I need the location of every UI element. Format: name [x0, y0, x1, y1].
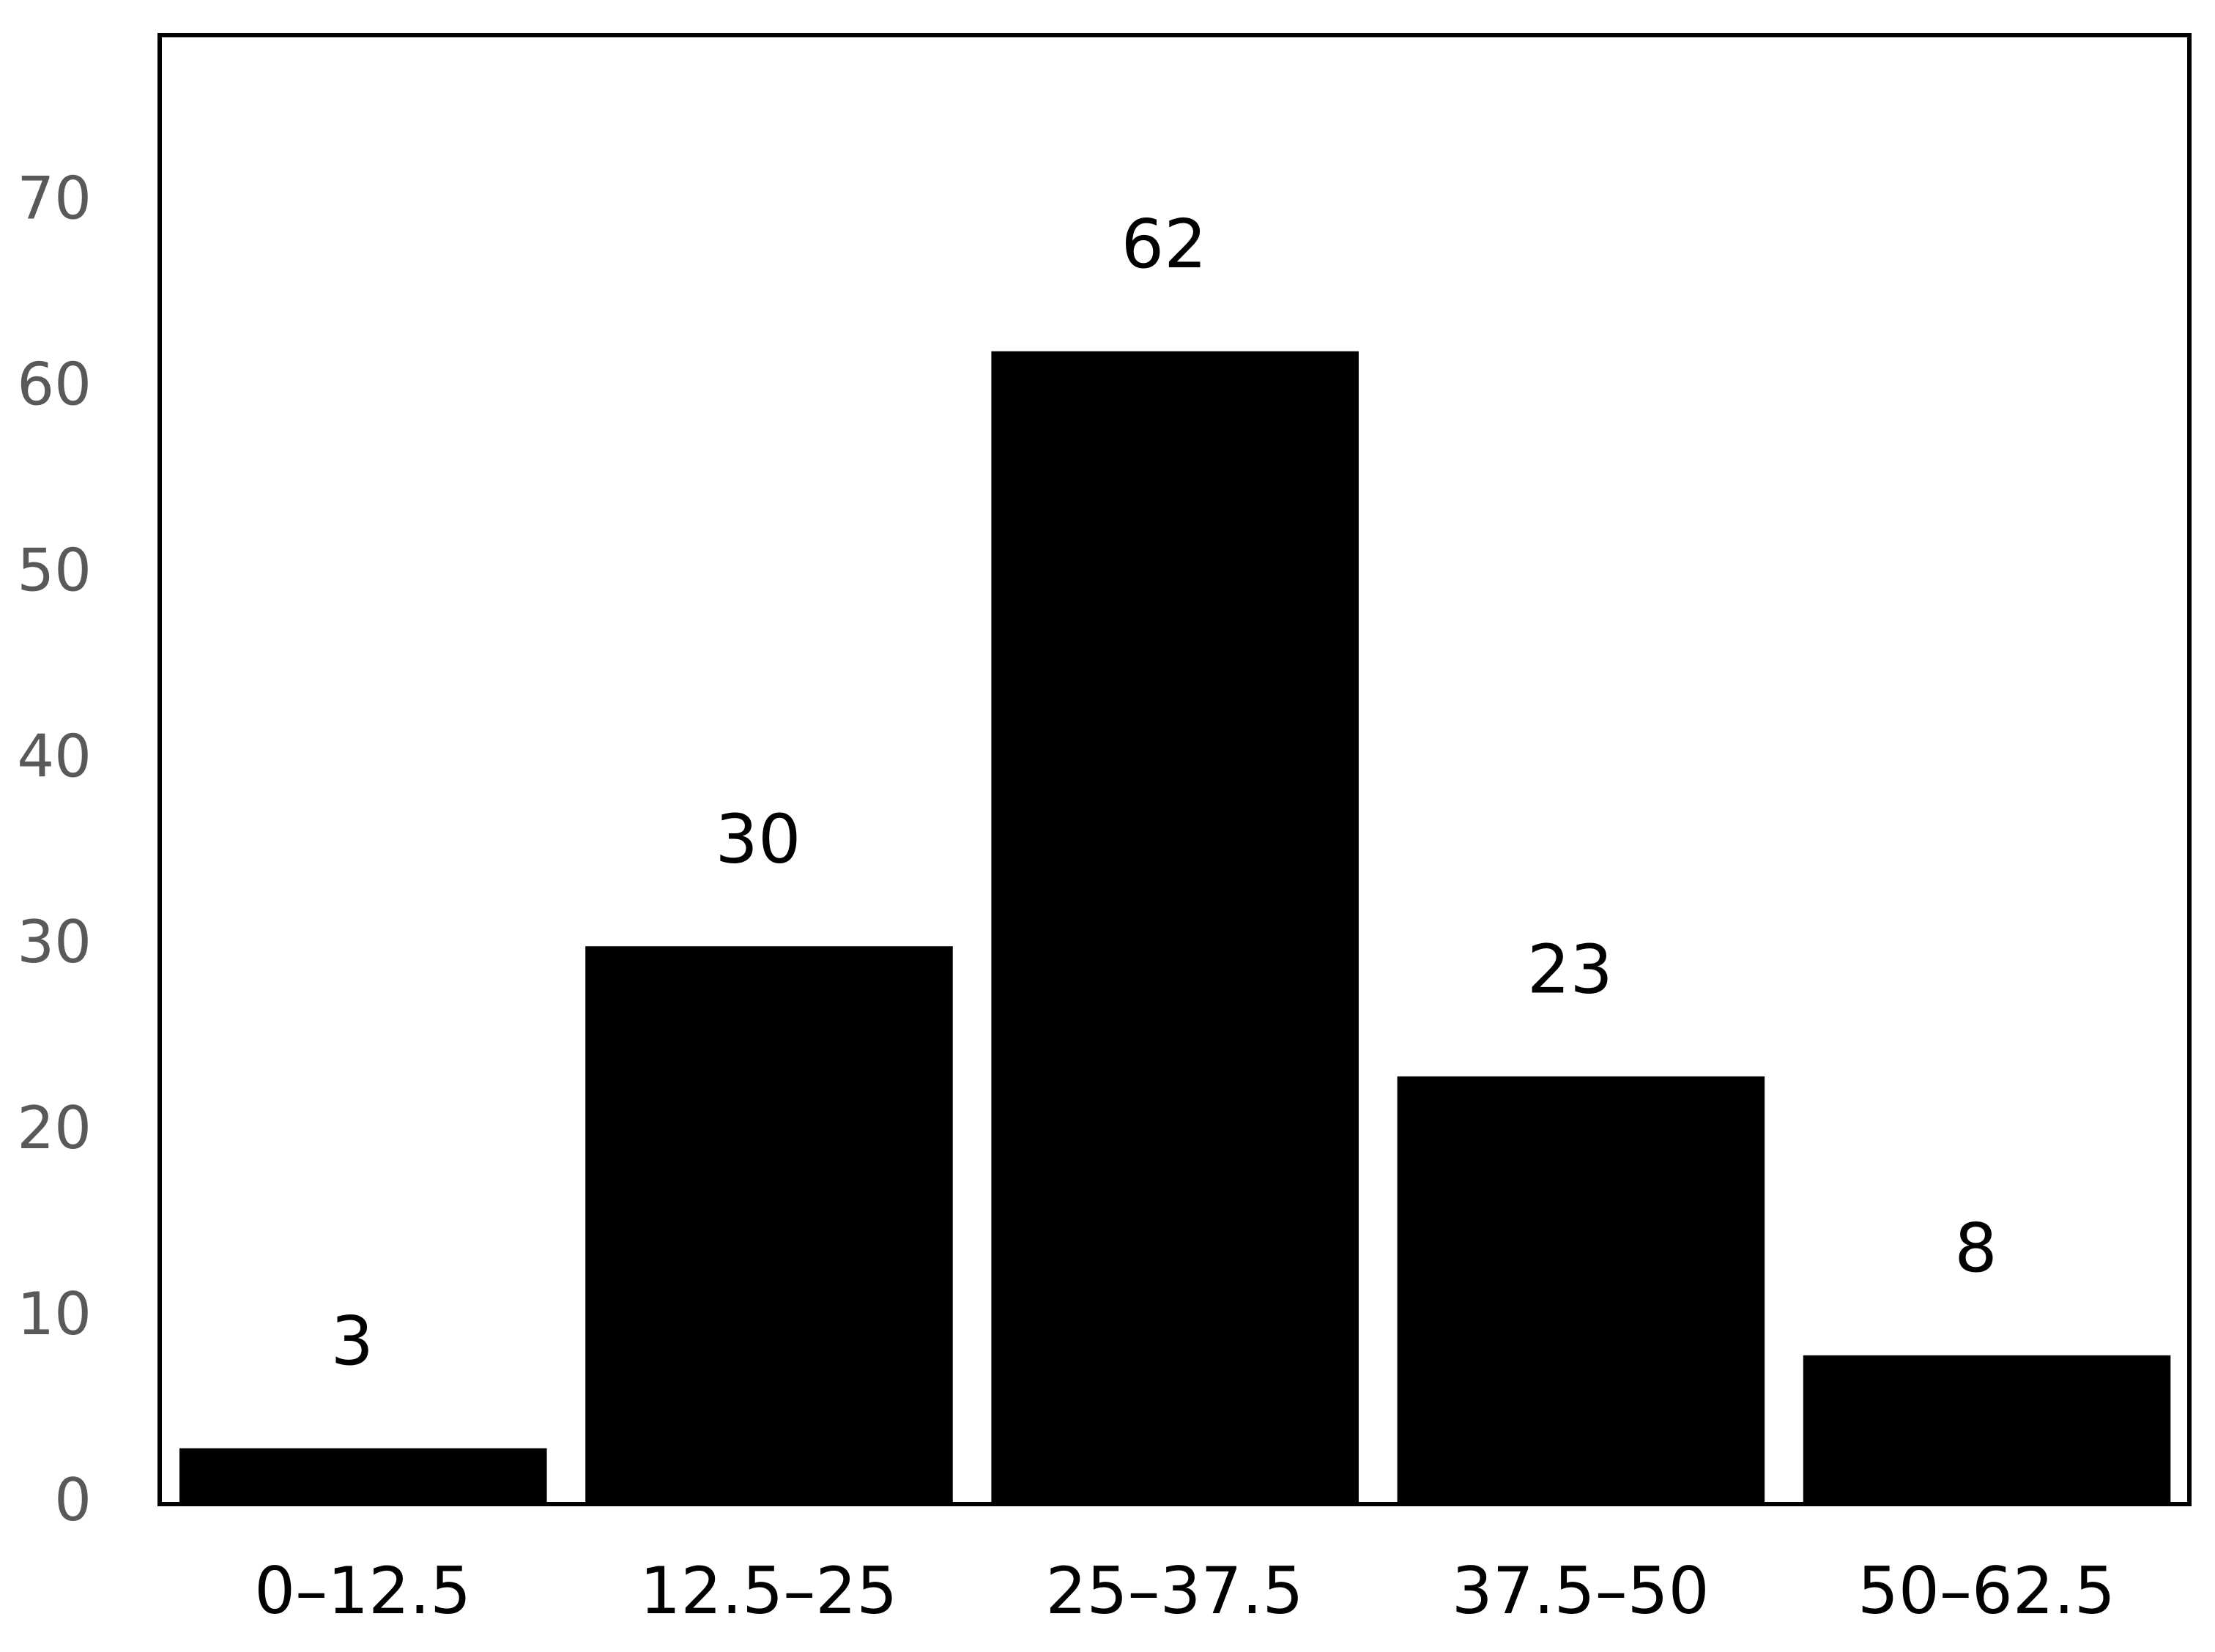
y-tick-label: 0: [54, 1466, 92, 1534]
y-tick-label: 40: [17, 722, 92, 790]
y-tick-label: 70: [17, 165, 92, 233]
x-tick-label: 0–12.5: [254, 1553, 471, 1629]
x-tick-label: 37.5–50: [1452, 1553, 1710, 1629]
x-tick-label: 50–62.5: [1858, 1553, 2115, 1629]
bar: [1803, 1355, 2171, 1504]
y-tick-label: 20: [17, 1094, 92, 1162]
data-label: 62: [1121, 205, 1207, 283]
bar: [991, 351, 1359, 1504]
y-tick-label: 50: [17, 536, 92, 604]
y-tick-label: 30: [17, 908, 92, 976]
y-tick-label: 60: [17, 350, 92, 418]
bar: [585, 946, 953, 1504]
data-label: 30: [715, 800, 801, 879]
y-tick-label: 10: [17, 1280, 92, 1348]
x-tick-label: 25–37.5: [1046, 1553, 1304, 1629]
bar: [179, 1448, 547, 1504]
x-tick-label: 12.5–25: [639, 1553, 897, 1629]
data-label: 23: [1527, 930, 1613, 1008]
data-label: 3: [331, 1302, 374, 1380]
bar: [1397, 1076, 1765, 1504]
data-label: 8: [1954, 1209, 1997, 1287]
